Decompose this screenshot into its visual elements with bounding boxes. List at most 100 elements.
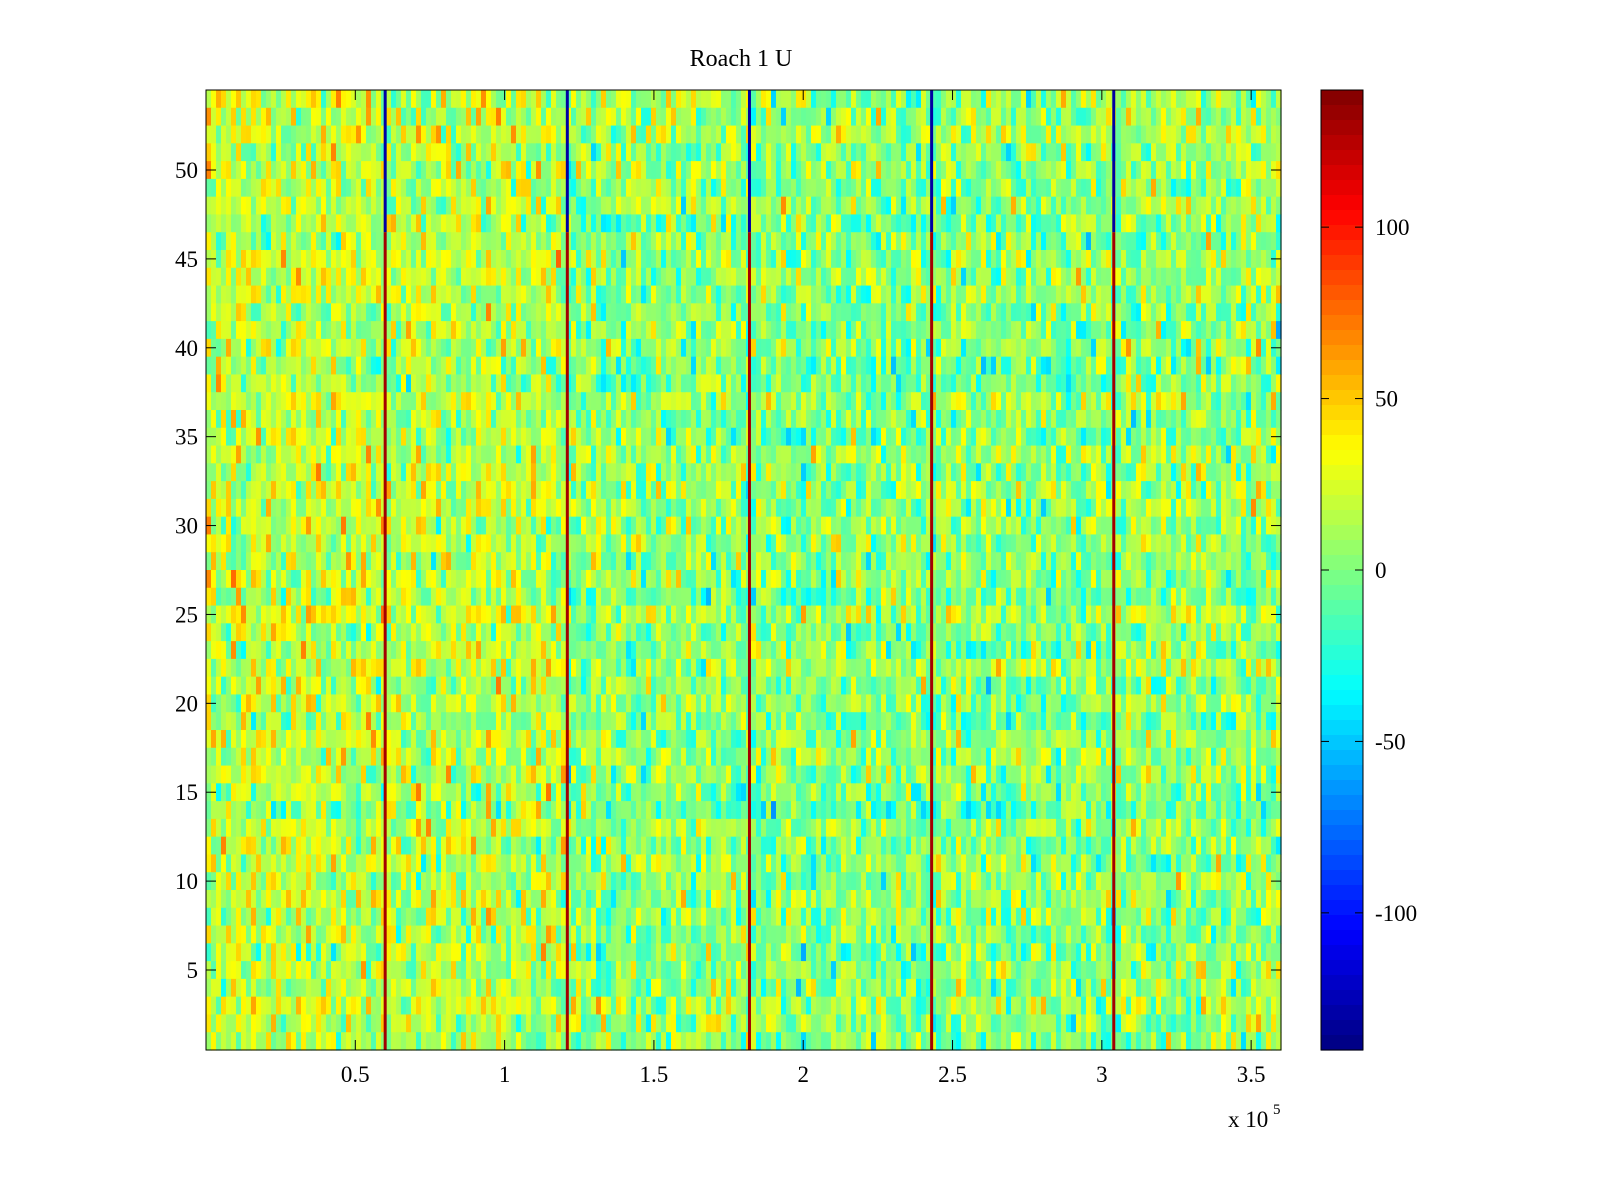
heatmap-cell (836, 250, 842, 269)
chart-title: Roach 1 U (690, 46, 793, 72)
heatmap-cell (1021, 356, 1027, 376)
heatmap-cell (576, 427, 582, 447)
heatmap-cell (436, 498, 442, 518)
heatmap-cell (776, 410, 782, 429)
heatmap-cell (541, 250, 547, 269)
heatmap-cell (571, 427, 577, 447)
heatmap-cell (1001, 481, 1007, 500)
heatmap-cell (331, 196, 337, 216)
heatmap-cell (1126, 232, 1132, 251)
heatmap-cell (1146, 356, 1152, 376)
heatmap-cell (236, 392, 242, 411)
heatmap-cell (341, 338, 347, 358)
heatmap-cell (1191, 267, 1197, 287)
heatmap-cell (496, 338, 502, 358)
heatmap-cell (1171, 321, 1177, 340)
heatmap-cell (461, 161, 467, 180)
heatmap-cell (926, 214, 932, 233)
heatmap-cell (1221, 90, 1227, 109)
heatmap-cell (941, 285, 947, 304)
heatmap-cell (1126, 481, 1132, 500)
heatmap-cell (1071, 178, 1077, 198)
heatmap-cell (361, 498, 367, 518)
heatmap-cell (631, 161, 637, 180)
heatmap-cell (996, 232, 1002, 251)
heatmap-cell (581, 267, 587, 287)
heatmap-cell (1226, 143, 1232, 162)
heatmap-cell (426, 232, 432, 251)
heatmap-cell (1031, 178, 1037, 198)
heatmap-cell (1066, 250, 1072, 269)
heatmap-cell (956, 285, 962, 304)
heatmap-cell (541, 267, 547, 287)
heatmap-cell (841, 161, 847, 180)
heatmap-cell (301, 285, 307, 304)
heatmap-cell (1006, 374, 1012, 393)
heatmap-cell (916, 410, 922, 429)
heatmap-cell (1001, 232, 1007, 251)
heatmap-cell (731, 178, 737, 198)
heatmap-cell (456, 161, 462, 180)
heatmap-cell (726, 321, 732, 340)
heatmap-cell (446, 232, 452, 251)
heatmap-cell (891, 267, 897, 287)
heatmap-cell (706, 445, 712, 464)
heatmap-cell (796, 445, 802, 464)
heatmap-cell (1051, 321, 1057, 340)
heatmap-cell (1186, 196, 1192, 216)
heatmap-cell (741, 250, 747, 269)
heatmap-cell (1271, 196, 1277, 216)
heatmap-cell (631, 125, 637, 144)
heatmap-cell (1226, 445, 1232, 464)
heatmap-cell (506, 410, 512, 429)
heatmap-cell (1051, 250, 1057, 269)
heatmap-cell (406, 285, 412, 304)
heatmap-cell (416, 285, 422, 304)
heatmap-cell (546, 196, 552, 216)
heatmap-cell (751, 303, 757, 322)
heatmap-cell (826, 178, 832, 198)
heatmap-cell (536, 161, 542, 180)
heatmap-cell (696, 463, 702, 482)
heatmap-cell (266, 232, 272, 251)
heatmap-cell (901, 267, 907, 287)
heatmap-cell (656, 267, 662, 287)
heatmap-cell (881, 107, 887, 127)
heatmap-cell (1036, 338, 1042, 358)
heatmap-cell (611, 178, 617, 198)
heatmap-cell (851, 125, 857, 144)
heatmap-cell (421, 356, 427, 376)
heatmap-cell (246, 125, 252, 144)
heatmap-cell (691, 250, 697, 269)
heatmap-cell (481, 463, 487, 482)
heatmap-cell (1131, 427, 1137, 447)
heatmap-cell (291, 285, 297, 304)
heatmap-cell (296, 125, 302, 144)
heatmap-cell (781, 214, 787, 233)
heatmap-cell (1131, 232, 1137, 251)
heatmap-cell (1131, 285, 1137, 304)
heatmap-cell (941, 250, 947, 269)
heatmap-cell (241, 374, 247, 393)
heatmap-cell (1121, 463, 1127, 482)
heatmap-cell (771, 178, 777, 198)
heatmap-cell (721, 321, 727, 340)
heatmap-cell (1071, 125, 1077, 144)
heatmap-cell (486, 321, 492, 340)
heatmap-cell (706, 463, 712, 482)
heatmap-cell (1086, 125, 1092, 144)
heatmap-cell (786, 392, 792, 411)
heatmap-cell (986, 285, 992, 304)
heatmap-cell (781, 250, 787, 269)
heatmap-cell (626, 267, 632, 287)
heatmap-cell (221, 214, 227, 233)
heatmap-cell (651, 338, 657, 358)
heatmap-cell (411, 481, 417, 500)
heatmap-cell (721, 143, 727, 162)
heatmap-cell (906, 321, 912, 340)
heatmap-cell (506, 250, 512, 269)
heatmap-cell (551, 445, 557, 464)
heatmap-cell (461, 356, 467, 376)
heatmap-cell (941, 143, 947, 162)
heatmap-cell (971, 90, 977, 109)
